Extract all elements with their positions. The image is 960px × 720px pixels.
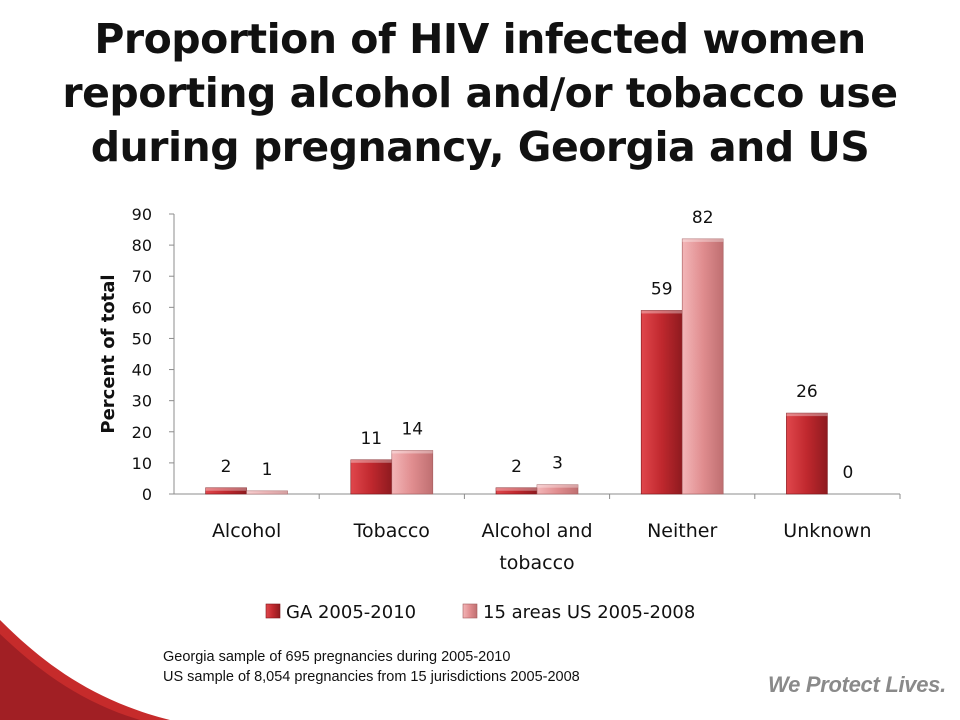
bar-ga bbox=[640, 310, 683, 495]
bar-highlight bbox=[682, 238, 724, 242]
x-tick-label: Alcohol and bbox=[481, 520, 592, 542]
y-tick-label: 20 bbox=[132, 423, 152, 442]
y-tick-label: 60 bbox=[132, 298, 152, 317]
legend-swatch bbox=[265, 603, 281, 619]
bar-highlight bbox=[641, 310, 683, 314]
y-tick-label: 10 bbox=[132, 454, 152, 473]
bar-ga bbox=[786, 412, 828, 495]
bar-us bbox=[246, 490, 288, 495]
y-tick-label: 40 bbox=[132, 361, 152, 380]
x-tick-label: tobacco bbox=[499, 552, 574, 574]
bar-highlight bbox=[350, 459, 392, 463]
bar-us bbox=[391, 450, 434, 495]
data-label: 2 bbox=[221, 457, 232, 477]
bar-highlight bbox=[786, 413, 828, 417]
slide-title: Proportion of HIV infected women reporti… bbox=[20, 12, 940, 174]
bar-highlight bbox=[496, 487, 537, 491]
data-label: 14 bbox=[401, 419, 423, 439]
data-label: 26 bbox=[796, 382, 818, 402]
y-tick-label: 90 bbox=[132, 205, 152, 224]
legend-swatch bbox=[462, 603, 478, 619]
title-line: reporting alcohol and/or tobacco use bbox=[62, 69, 898, 117]
y-tick-label: 0 bbox=[142, 485, 152, 504]
data-label: 82 bbox=[692, 208, 714, 228]
data-label: 0 bbox=[842, 463, 853, 483]
footnote-line: Georgia sample of 695 pregnancies during… bbox=[163, 649, 511, 665]
y-tick-label: 30 bbox=[132, 392, 152, 411]
legend-label: GA 2005-2010 bbox=[286, 602, 416, 623]
footnote: Georgia sample of 695 pregnancies during… bbox=[163, 647, 580, 687]
y-tick-label: 50 bbox=[132, 329, 152, 348]
bar-highlight bbox=[537, 484, 578, 488]
x-tick-label: Unknown bbox=[783, 520, 871, 542]
data-label: 1 bbox=[262, 460, 273, 480]
bar-us bbox=[536, 484, 579, 495]
title-line: during pregnancy, Georgia and US bbox=[90, 123, 870, 171]
bar-highlight bbox=[246, 490, 288, 494]
footnote-line: US sample of 8,054 pregnancies from 15 j… bbox=[163, 669, 580, 685]
data-label: 11 bbox=[360, 429, 382, 449]
bar-ga bbox=[350, 459, 393, 495]
data-label: 59 bbox=[651, 279, 673, 299]
bar-us bbox=[681, 238, 724, 495]
legend-label: 15 areas US 2005-2008 bbox=[483, 602, 695, 623]
bar-highlight bbox=[391, 450, 433, 454]
y-tick-label: 80 bbox=[132, 236, 152, 255]
corner-swoosh-decoration bbox=[0, 620, 170, 720]
x-tick-label: Tobacco bbox=[353, 520, 430, 542]
tagline: We Protect Lives. bbox=[768, 672, 946, 697]
x-tick-label: Neither bbox=[647, 520, 717, 542]
y-tick-label: 70 bbox=[132, 267, 152, 286]
data-label: 2 bbox=[511, 457, 522, 477]
title-line: Proportion of HIV infected women bbox=[94, 15, 866, 63]
x-tick-label: Alcohol bbox=[212, 520, 281, 542]
data-label: 3 bbox=[552, 454, 563, 474]
bar-highlight bbox=[205, 487, 247, 491]
y-axis-title: Percent of total bbox=[98, 274, 119, 433]
